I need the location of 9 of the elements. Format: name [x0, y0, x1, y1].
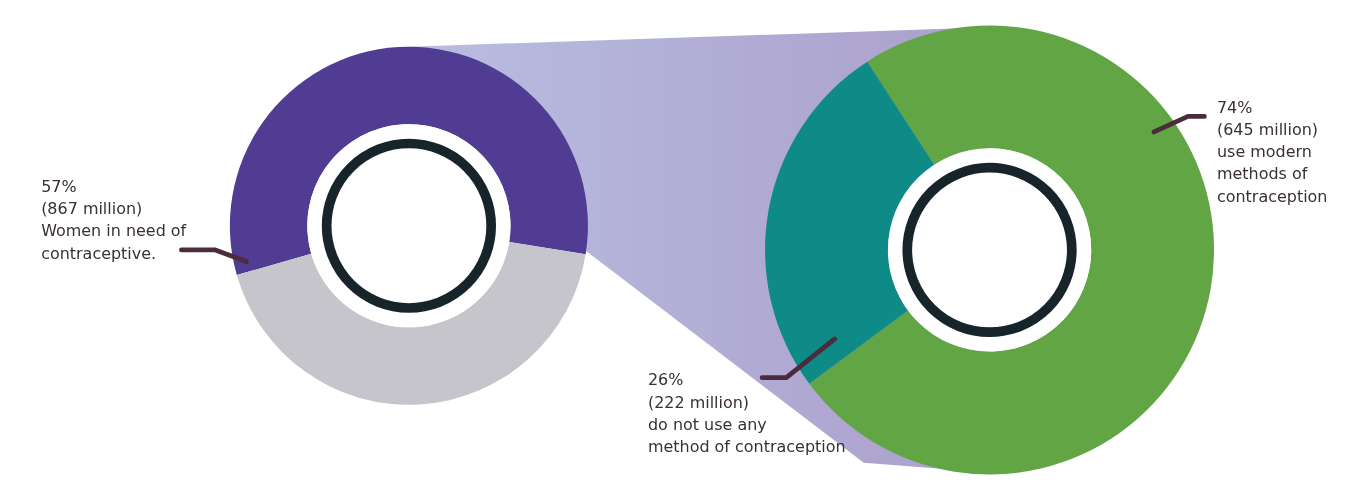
donut-slice — [765, 61, 935, 384]
slice-label: do not use any method of contraception — [647, 414, 846, 457]
data-label: 26% (222 million) — [647, 370, 750, 412]
data-label: 57% (867 million) — [41, 176, 143, 219]
slice-label: Women in need of contraceptive. — [41, 221, 187, 263]
slice-label: use modern methods of contraception — [1216, 142, 1328, 206]
data-label: 74% (645 million) — [1216, 97, 1319, 139]
donut-slice — [229, 47, 588, 276]
donut-slice — [236, 241, 586, 405]
